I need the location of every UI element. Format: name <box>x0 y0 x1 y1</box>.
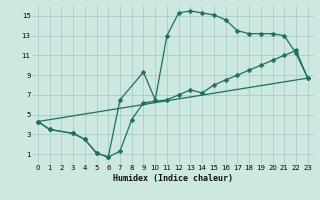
X-axis label: Humidex (Indice chaleur): Humidex (Indice chaleur) <box>113 174 233 183</box>
